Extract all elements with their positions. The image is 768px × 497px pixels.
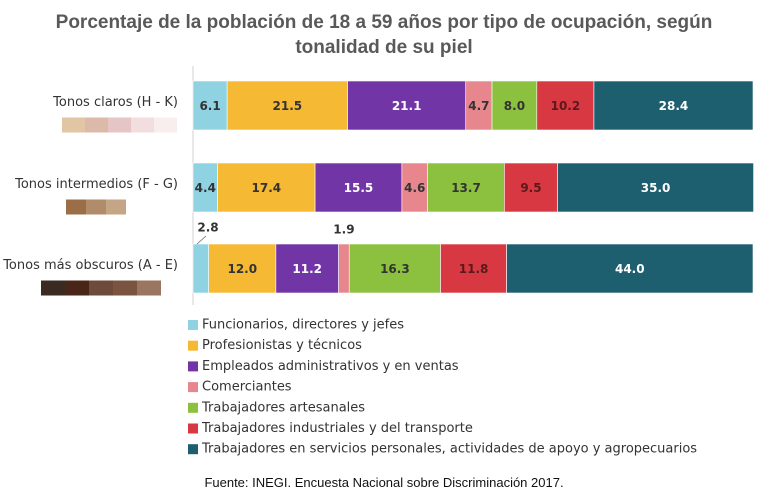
bar-segment: [506, 243, 754, 294]
legend-swatch: [188, 320, 198, 330]
bar-segment: [536, 80, 595, 131]
data-label: 21.1: [392, 99, 422, 113]
data-label: 8.0: [504, 99, 525, 113]
skin-tone-swatch: [154, 117, 177, 133]
chart-title-line-1: Porcentaje de la población de 18 a 59 añ…: [56, 12, 713, 33]
legend-swatch: [188, 382, 198, 393]
bar-segment: [440, 243, 507, 294]
category-label: Tonos más obscuros (A - E): [2, 258, 178, 273]
data-label: 15.5: [344, 181, 374, 195]
skin-tone-swatch: [108, 117, 131, 133]
data-label: 4.4: [195, 181, 216, 195]
skin-tone-swatch: [62, 117, 85, 133]
data-label: 17.4: [252, 181, 282, 195]
legend-entry: Funcionarios, directores y jefes: [202, 318, 404, 333]
data-label: 28.4: [659, 99, 689, 113]
skin-tone-swatch: [137, 280, 161, 296]
data-label: 2.8: [197, 221, 218, 235]
skin-tone-swatch: [85, 117, 108, 133]
data-label: 10.2: [551, 99, 581, 113]
bar-segment: [504, 162, 558, 213]
data-label: 12.0: [227, 262, 257, 276]
data-label: 1.9: [333, 223, 354, 237]
legend-entry: Trabajadores en servicios personales, ac…: [201, 442, 697, 457]
data-label: 16.3: [380, 262, 410, 276]
source-note: Fuente: INEGI. Encuesta Nacional sobre D…: [204, 475, 563, 490]
bar-segment: [348, 243, 441, 294]
bar-segment: [275, 243, 339, 294]
legend-swatch: [188, 423, 198, 434]
data-label: 44.0: [615, 262, 645, 276]
legend-entry: Comerciantes: [202, 380, 292, 395]
legend-swatch: [188, 402, 198, 413]
legend-entry: Trabajadores industriales y del transpor…: [201, 421, 473, 436]
data-label: 9.5: [520, 181, 541, 195]
category-label: Tonos claros (H - K): [52, 95, 178, 110]
bar-segment: [401, 162, 428, 213]
legend-swatch: [188, 361, 198, 372]
data-label: 11.8: [459, 262, 489, 276]
skin-tone-swatch: [66, 199, 86, 215]
skin-tone-swatch: [65, 280, 89, 296]
chart-title-line-2: tonalidad de su piel: [295, 37, 472, 58]
data-label: 21.5: [273, 99, 303, 113]
bar-segment: [314, 162, 403, 213]
skin-tone-swatch: [113, 280, 137, 296]
skin-tone-swatch: [131, 117, 154, 133]
bar-segment: [208, 243, 277, 294]
skin-tone-swatch: [86, 199, 106, 215]
legend-entry: Empleados administrativos y en ventas: [202, 359, 459, 374]
data-label: 11.2: [292, 262, 322, 276]
legend-entry: Profesionistas y técnicos: [202, 338, 362, 353]
category-label: Tonos intermedios (F - G): [14, 177, 178, 192]
skin-tone-swatch: [106, 199, 126, 215]
skin-tone-swatch: [41, 280, 65, 296]
bar-segment: [427, 162, 505, 213]
bar-segment: [338, 243, 350, 294]
data-label: 4.6: [404, 181, 425, 195]
data-label-leader: [196, 235, 207, 245]
data-label: 4.7: [468, 99, 489, 113]
bar-segment: [347, 80, 467, 131]
legend-swatch: [188, 444, 198, 455]
bar-segment: [192, 243, 209, 294]
legend-swatch: [188, 340, 198, 351]
legend-entry: Trabajadores artesanales: [201, 400, 365, 415]
data-label: 35.0: [641, 181, 671, 195]
bar-segment: [593, 80, 754, 131]
bar-segment: [226, 80, 348, 131]
bar-segment: [217, 162, 316, 213]
data-label: 13.7: [451, 181, 481, 195]
skin-tone-swatch: [89, 280, 113, 296]
bars-layer: Tonos claros (H - K) 6.1 21.5 21.1 4.7 8.0 10.…: [2, 80, 754, 296]
data-label: 6.1: [199, 99, 220, 113]
legend: Funcionarios, directores y jefes Profesio…: [188, 318, 697, 457]
bar-segment: [557, 162, 754, 213]
